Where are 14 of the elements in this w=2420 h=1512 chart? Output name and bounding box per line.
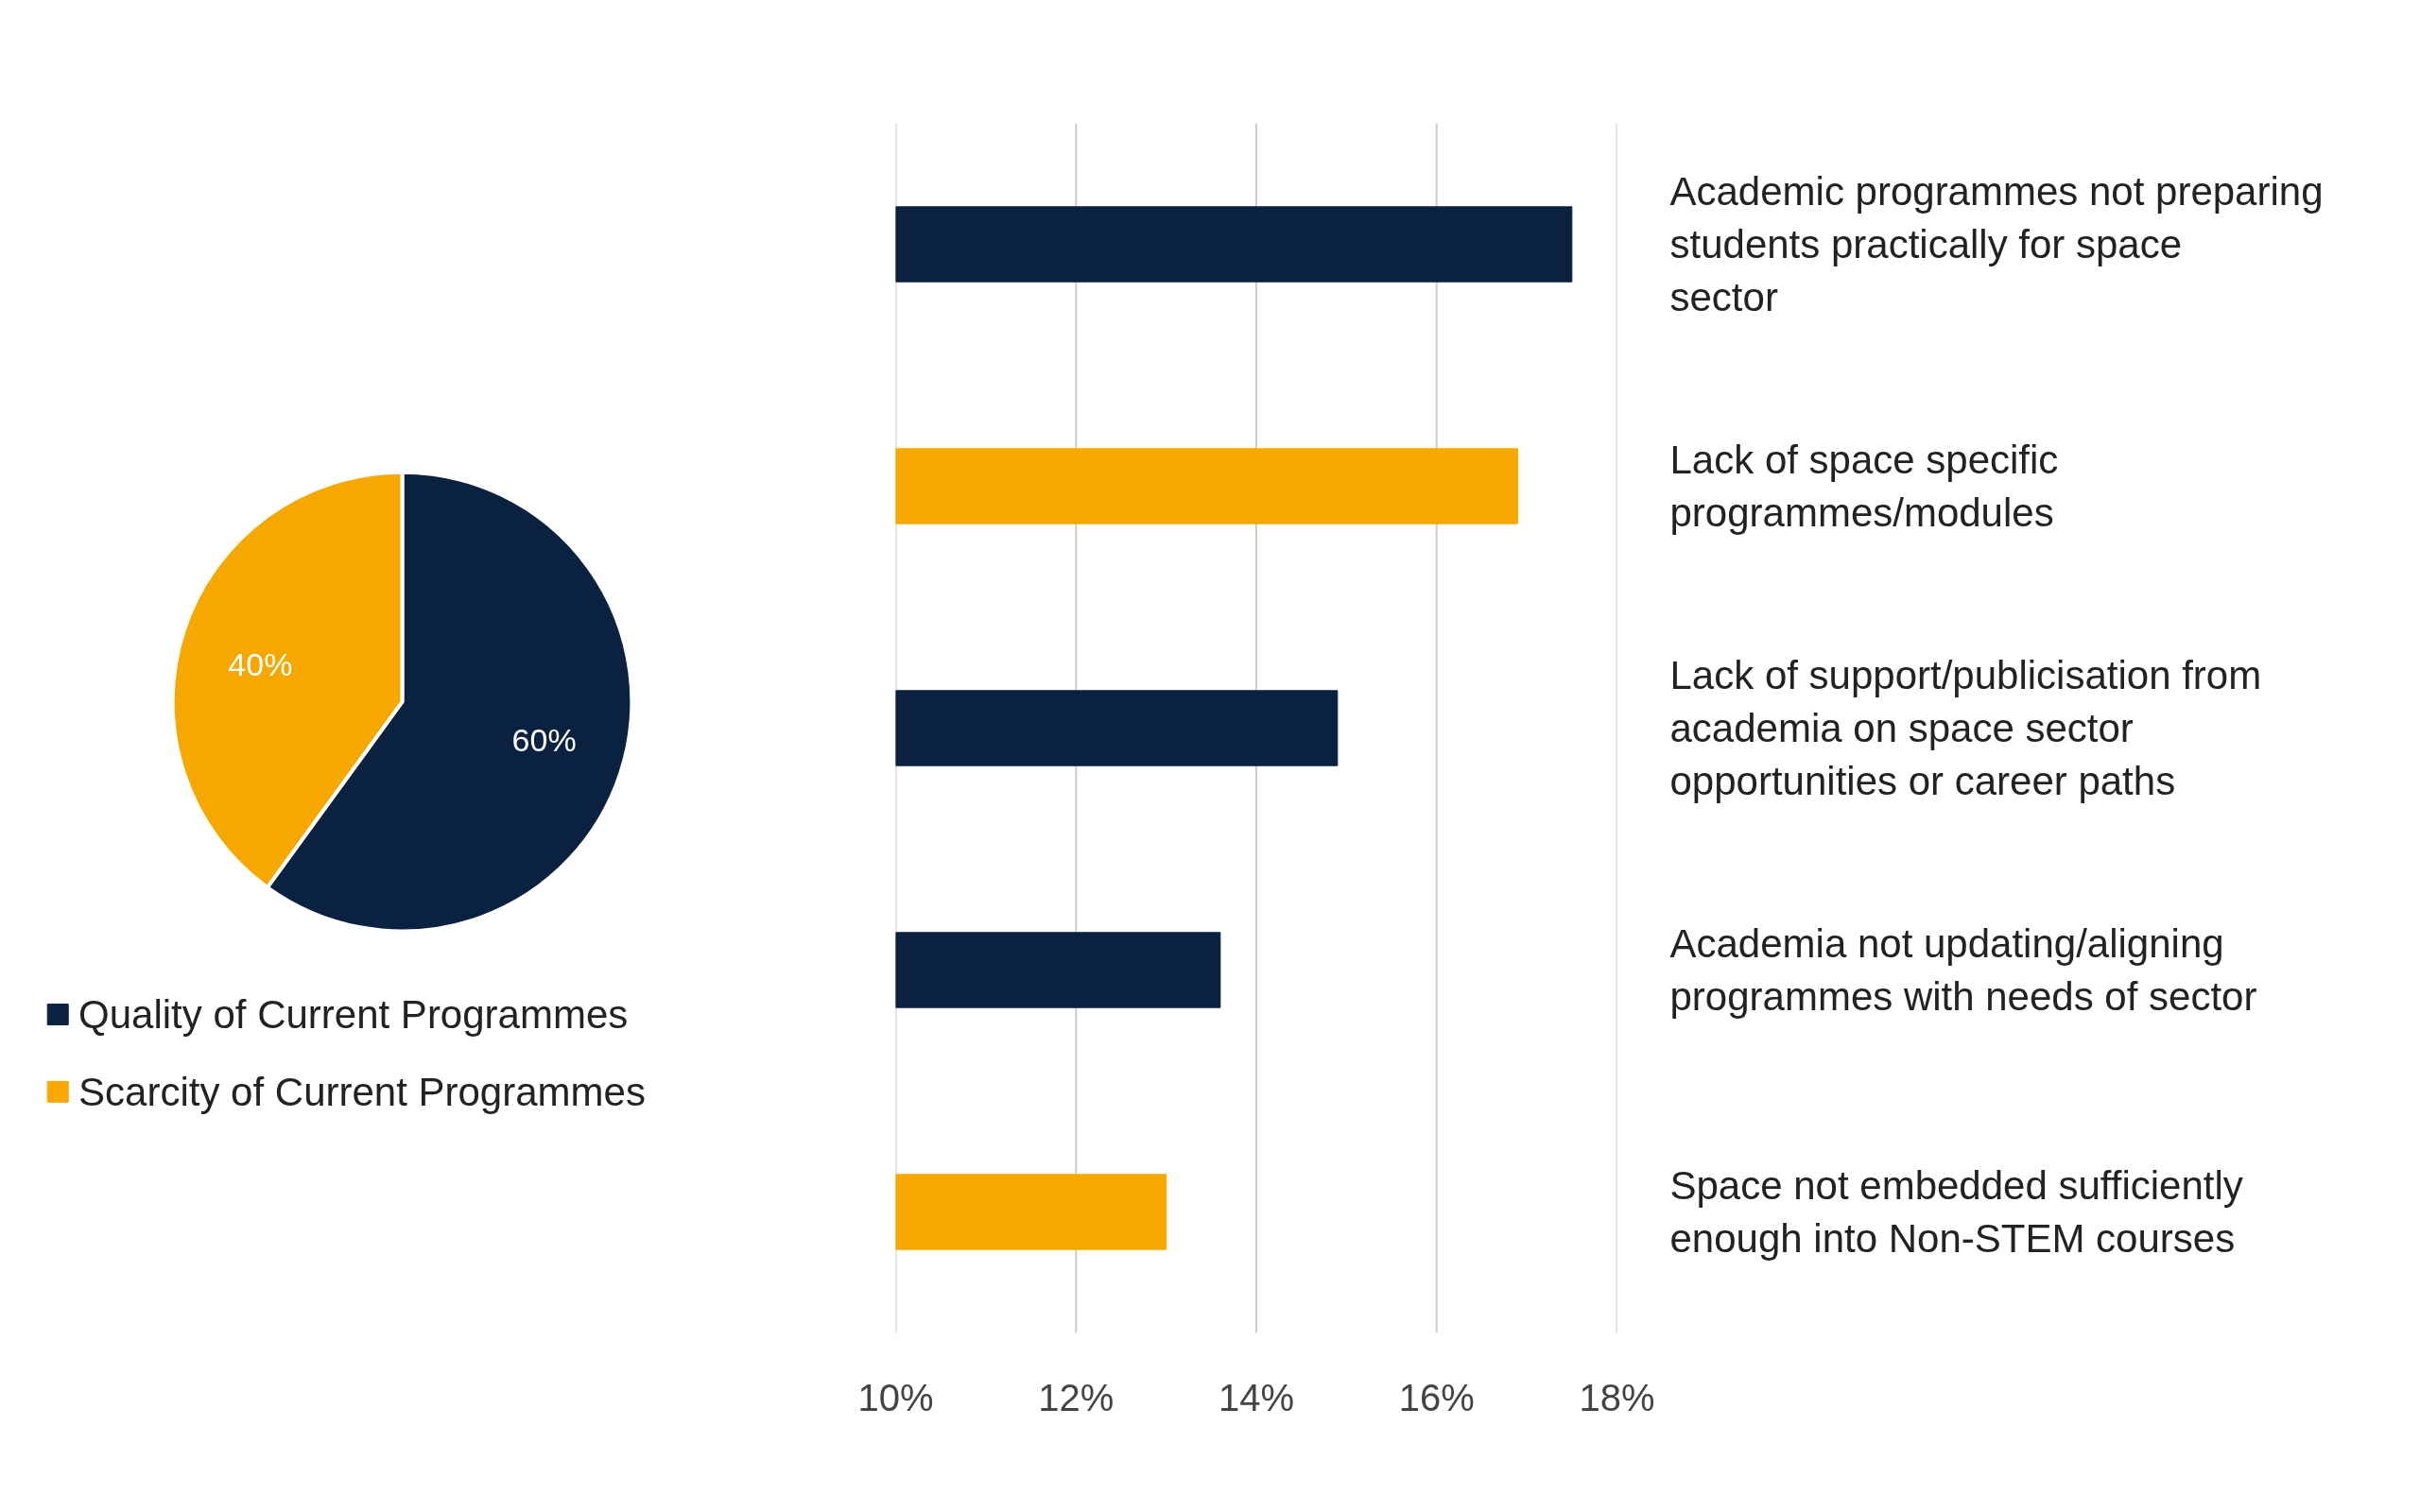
y-tick-label: Academic programmes not preparing students practically for space sector: [1669, 168, 2324, 320]
data-label: 40%: [228, 645, 293, 682]
x-tick-label: 12%: [1038, 1376, 1115, 1418]
x-tick-label: 16%: [1398, 1376, 1475, 1418]
x-tick-label: 18%: [1579, 1376, 1655, 1418]
x-tick-label: 10%: [857, 1376, 934, 1418]
y-tick-label: Lack of space specific programmes/modules: [1669, 437, 2059, 536]
data-label: 60%: [511, 721, 577, 758]
y-tick-label: Lack of support/publicisation from academia on space sector opportunities or career paths: [1669, 652, 2262, 804]
x-tick-label: 14%: [1218, 1376, 1295, 1418]
y-tick-label: Academia not updating/aligning programmes with needs of sector: [1669, 920, 2257, 1020]
legend-label: Quality of Current Programmes: [78, 992, 629, 1038]
legend-label: Scarcity of Current Programmes: [78, 1069, 646, 1114]
y-tick-label: Space not embedded sufficiently enough into Non-STEM courses: [1669, 1162, 2243, 1262]
